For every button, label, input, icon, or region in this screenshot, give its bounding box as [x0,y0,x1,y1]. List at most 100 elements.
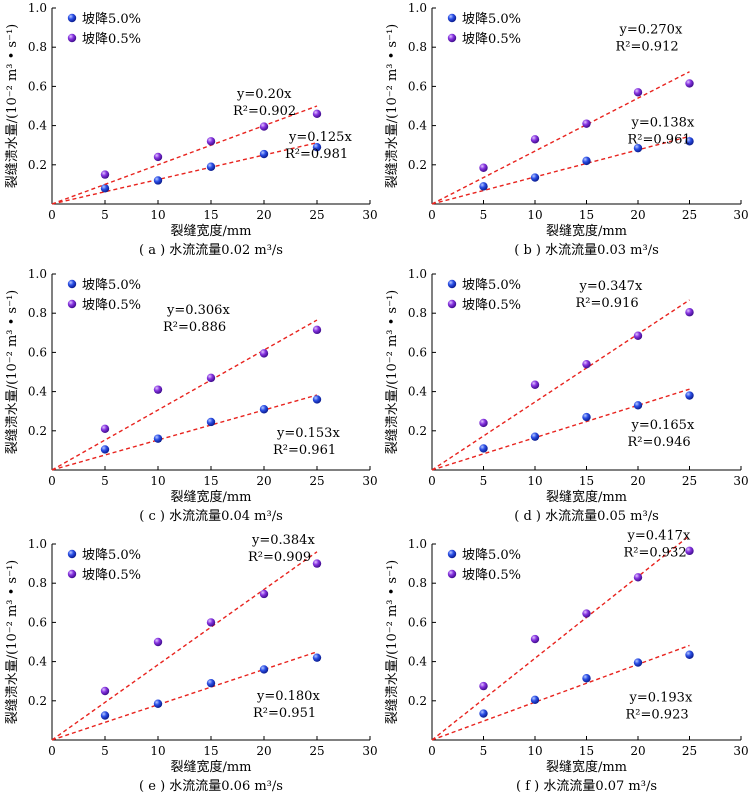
x-tick-label: 5 [480,744,488,758]
fit-line [431,388,690,471]
fit-line [431,535,690,741]
y-axis-label: 裂缝溃水量/(10⁻² m³ • s⁻¹) [5,290,20,455]
data-point [153,699,163,708]
data-point [479,681,488,691]
x-axis-label: 裂缝宽度/mm [170,489,251,505]
y-tick-label: 0.4 [408,385,427,399]
legend-marker [447,279,457,289]
data-point [633,401,643,410]
x-tick-label: 0 [48,474,56,488]
data-point [633,658,643,667]
data-point [633,143,643,153]
fit-equation-label: y=0.347x [579,279,643,294]
data-point [479,182,488,191]
legend-entry: 坡降0.5% [462,568,521,583]
data-point [100,445,110,454]
x-tick-label: 15 [579,208,594,222]
x-tick-label: 20 [256,474,271,488]
fit-equation-label: y=0.384x [251,533,315,548]
y-tick-label: 0.6 [28,79,47,93]
data-point [685,79,694,88]
x-tick-label: 20 [630,208,645,222]
x-tick-label: 15 [579,474,594,488]
y-axis-label: 裂缝溃水量/(10⁻² m³ • s⁻¹) [385,560,400,725]
legend-entry: 坡降0.5% [462,298,521,313]
data-point [153,434,163,443]
y-tick-label: 0.6 [408,345,427,359]
panel-c: 0 5 10 15 20 25 30 0.2 0.4 0.6 0.8 1.0 裂缝宽度/mm 裂缝溃水量/… [5,267,378,524]
fit-equation-label: y=0.153x [276,426,340,441]
panel-b: 0 5 10 15 20 25 30 0.2 0.4 0.6 0.8 1.0 裂缝宽度/mm 裂缝溃水量/… [385,1,749,258]
x-tick-label: 10 [527,744,542,758]
y-tick-label: 0.2 [28,694,47,708]
data-point [582,156,591,166]
data-point [530,695,540,705]
x-tick-label: 30 [362,744,377,758]
legend-marker [67,299,77,309]
x-tick-label: 5 [101,208,109,222]
data-point [685,137,694,146]
data-point [153,385,163,394]
fit-line [431,71,690,205]
data-point [479,163,488,172]
legend-entry: 坡降0.5% [82,568,141,583]
data-point [206,618,216,627]
data-point [685,546,694,556]
panel-d: 0 5 10 15 20 25 30 0.2 0.4 0.6 0.8 1.0 裂缝宽度/mm 裂缝溃水量/… [385,267,749,524]
data-point [530,135,540,144]
data-point [206,417,216,427]
data-point [259,405,269,414]
fit-equation-label: y=0.180x [256,689,320,704]
r-squared-label: R²=0.961 [273,443,336,458]
y-axis-label: 裂缝溃水量/(10⁻² m³ • s⁻¹) [385,24,400,189]
r-squared-label: R²=0.961 [628,132,691,147]
fit-equation-label: y=0.138x [631,115,695,130]
data-point [582,674,591,683]
data-point [685,650,694,659]
data-point [100,184,110,193]
y-tick-label: 1.0 [408,537,427,551]
data-point [685,391,694,400]
x-axis-label: 裂缝宽度/mm [170,759,251,775]
data-point [312,142,322,152]
x-tick-label: 30 [362,474,377,488]
legend-entry: 坡降5.0% [82,278,141,293]
legend-marker [67,549,77,559]
fit-line [51,551,318,741]
x-tick-label: 25 [682,208,697,222]
data-point [206,678,216,688]
y-tick-label: 0.6 [28,345,47,359]
y-tick-label: 1.0 [408,1,427,15]
r-squared-label: R²=0.946 [628,435,691,450]
x-tick-label: 20 [256,208,271,222]
data-point [259,349,269,358]
y-tick-label: 0.2 [408,424,427,438]
data-point [206,162,216,171]
x-tick-label: 25 [309,474,324,488]
x-tick-label: 30 [733,208,748,222]
r-squared-label: R²=0.951 [253,706,316,721]
r-squared-label: R²=0.902 [233,104,296,119]
legend-marker [447,549,457,559]
data-point [259,665,269,674]
data-point [100,711,110,720]
data-point [530,173,540,182]
data-point [153,152,163,162]
fit-line [51,142,318,205]
legend-marker [67,279,77,289]
fit-equation-label: y=0.417x [627,529,691,544]
data-point [100,424,110,434]
y-tick-label: 0.4 [28,385,47,399]
y-tick-label: 0.4 [408,119,427,133]
y-tick-label: 0.4 [28,119,47,133]
data-point [259,122,269,131]
x-tick-label: 20 [630,744,645,758]
data-point [633,331,643,340]
y-tick-label: 0.8 [408,40,427,54]
x-tick-label: 0 [428,208,436,222]
panel-caption: ( c ) 水流流量0.04 m³/s [139,509,283,524]
x-axis-label: 裂缝宽度/mm [546,489,627,505]
y-tick-label: 0.4 [408,655,427,669]
y-tick-label: 0.8 [28,576,47,590]
